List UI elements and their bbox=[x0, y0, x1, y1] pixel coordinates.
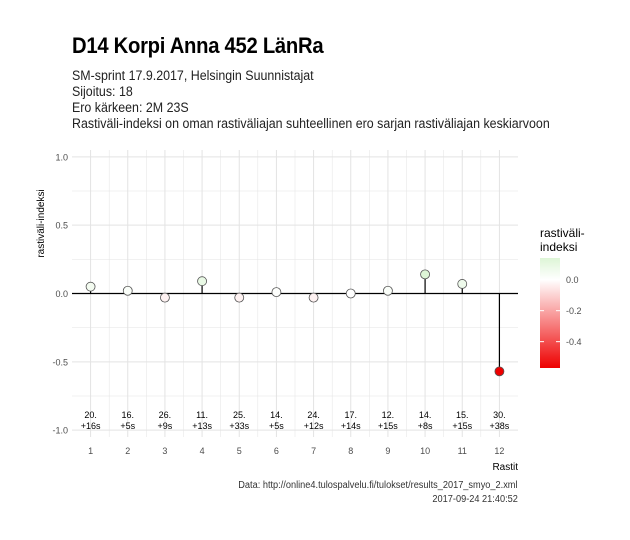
x-tick-label: 5 bbox=[237, 446, 242, 456]
x-tick-label: 7 bbox=[311, 446, 316, 456]
rank-label: 15. bbox=[456, 410, 469, 420]
subtitle-description: Rastiväli-indeksi on oman rastiväliajan … bbox=[72, 116, 550, 131]
x-tick-label: 8 bbox=[348, 446, 353, 456]
split-label: +12s bbox=[304, 421, 324, 431]
split-label: +5s bbox=[269, 421, 284, 431]
data-point bbox=[122, 285, 133, 296]
y-axis-title: rastiväli-indeksi bbox=[36, 189, 47, 257]
legend-tick-label: -0.2 bbox=[566, 306, 582, 316]
x-tick-label: 12 bbox=[494, 446, 504, 456]
data-point bbox=[420, 269, 430, 280]
split-label: +15s bbox=[378, 421, 398, 431]
subtitle-placement: Sijoitus: 18 bbox=[72, 84, 133, 99]
data-point bbox=[308, 292, 319, 303]
split-label: +9s bbox=[158, 421, 173, 431]
y-tick-label: 0.5 bbox=[55, 221, 68, 231]
y-tick-label: 1.0 bbox=[55, 152, 68, 162]
y-tick-label: -1.0 bbox=[52, 426, 68, 436]
split-label: +16s bbox=[81, 421, 101, 431]
rank-label: 26. bbox=[159, 410, 172, 420]
rank-label: 11. bbox=[196, 410, 208, 420]
data-point bbox=[494, 366, 505, 377]
timestamp-caption: 2017-09-24 21:40:52 bbox=[432, 494, 518, 505]
data-point bbox=[271, 287, 282, 298]
split-label: +5s bbox=[120, 421, 135, 431]
rank-label: 14. bbox=[270, 410, 283, 420]
x-tick-label: 9 bbox=[385, 446, 390, 456]
split-label: +33s bbox=[229, 421, 249, 431]
data-point bbox=[457, 279, 468, 289]
data-source-caption: Data: http://online4.tulospalvelu.fi/tul… bbox=[238, 480, 518, 491]
rank-label: 30. bbox=[493, 410, 506, 420]
legend-tick-label: -0.4 bbox=[566, 337, 582, 347]
legend-colorbar bbox=[540, 258, 560, 368]
x-tick-label: 11 bbox=[458, 446, 467, 456]
subtitle-gap: Ero kärkeen: 2M 23S bbox=[72, 100, 189, 115]
data-point bbox=[85, 281, 96, 292]
rank-label: 20. bbox=[84, 410, 97, 420]
data-point bbox=[160, 292, 170, 303]
split-label: +15s bbox=[452, 421, 472, 431]
split-label: +14s bbox=[341, 421, 361, 431]
chart-title: D14 Korpi Anna 452 LänRa bbox=[72, 33, 324, 58]
data-point bbox=[383, 285, 393, 296]
split-label: +38s bbox=[490, 421, 510, 431]
x-tick-label: 4 bbox=[200, 446, 205, 456]
rank-label: 14. bbox=[419, 410, 432, 420]
y-tick-label: -0.5 bbox=[52, 357, 68, 367]
x-tick-label: 1 bbox=[88, 446, 93, 456]
rank-label: 24. bbox=[307, 410, 320, 420]
x-tick-label: 2 bbox=[125, 446, 130, 456]
legend-title: rastiväli- bbox=[540, 226, 585, 240]
legend-title: indeksi bbox=[540, 240, 577, 254]
data-point bbox=[234, 292, 245, 303]
x-tick-label: 10 bbox=[420, 446, 430, 456]
x-tick-label: 3 bbox=[162, 446, 167, 456]
data-point bbox=[345, 288, 356, 299]
rank-label: 25. bbox=[233, 410, 246, 420]
split-label: +8s bbox=[418, 421, 433, 431]
y-tick-label: 0.0 bbox=[55, 289, 68, 299]
split-label: +13s bbox=[192, 421, 212, 431]
subtitle-event: SM-sprint 17.9.2017, Helsingin Suunnista… bbox=[72, 68, 314, 83]
data-point bbox=[197, 276, 207, 287]
rank-label: 17. bbox=[344, 410, 357, 420]
legend-tick-label: 0.0 bbox=[566, 275, 579, 285]
x-tick-label: 6 bbox=[274, 446, 279, 456]
rank-label: 12. bbox=[382, 410, 395, 420]
x-axis-title: Rastit bbox=[492, 462, 518, 473]
rank-label: 16. bbox=[121, 410, 134, 420]
